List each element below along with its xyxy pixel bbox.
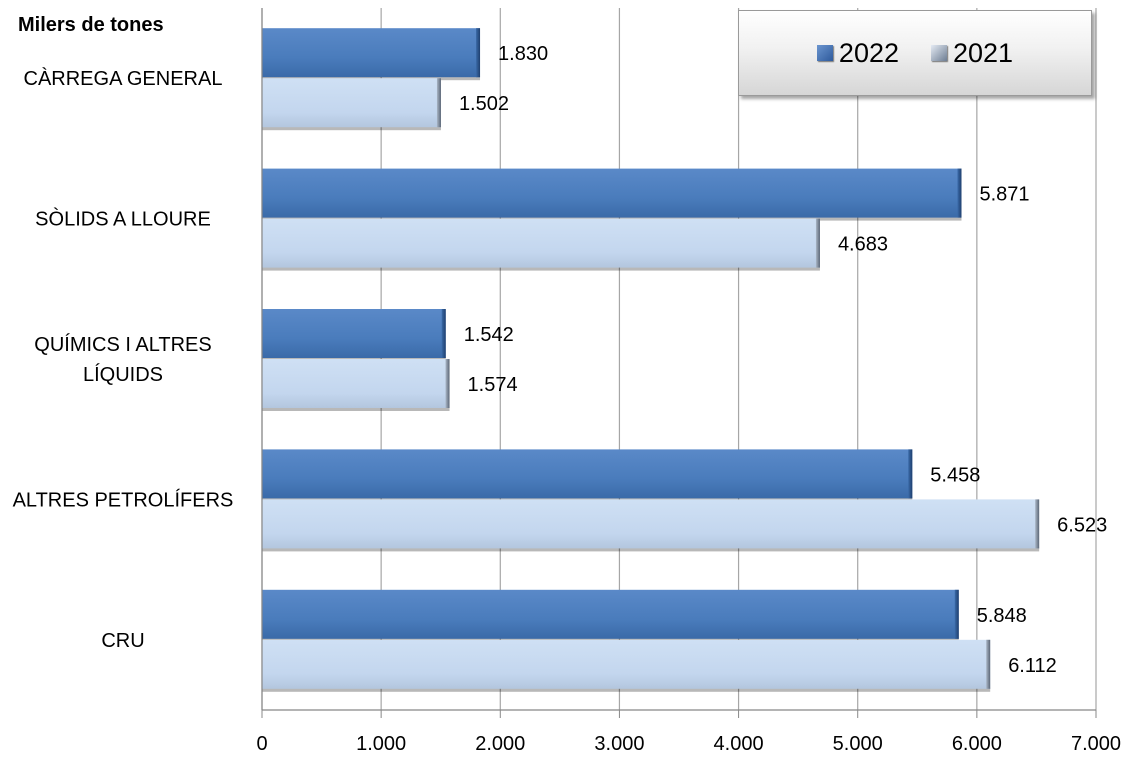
legend-label-2021: 2021	[953, 37, 1014, 68]
category-labels: CÀRREGA GENERAL SÒLIDS A LLOURE QUÍMICS I …	[13, 67, 234, 652]
bar-cap-2022-1	[957, 168, 962, 218]
x-tick-label-4: 4.000	[714, 733, 764, 755]
value-label-2021-4: 6.112	[1008, 655, 1057, 677]
legend-label-2022: 2022	[838, 37, 899, 68]
value-label-2021-3: 6.523	[1057, 514, 1107, 536]
bar-shadow-2021-1	[262, 266, 820, 271]
bar-2022-3	[262, 449, 913, 499]
x-tick-label-3: 3.000	[594, 733, 644, 755]
x-tick-label-6: 6.000	[952, 733, 1002, 755]
category-label-1: SÒLIDS A LLOURE	[35, 208, 211, 231]
bar-2022-0	[262, 28, 481, 78]
category-label-2-line-0: QUÍMICS I ALTRES	[34, 333, 211, 356]
category-label-4: CRU	[101, 630, 144, 652]
bar-cap-2021-0	[436, 78, 441, 128]
legend: 2022 2021	[738, 10, 1092, 96]
bar-2021-3	[262, 499, 1040, 549]
category-label-2-line-1: LÍQUIDS	[83, 363, 163, 386]
bar-2021-4	[262, 639, 991, 689]
legend-swatch-2021	[931, 45, 947, 61]
bar-shadow-2021-4	[262, 687, 991, 692]
x-tick-label-2: 2.000	[475, 733, 525, 755]
legend-swatch-2022	[816, 45, 833, 61]
bar-cap-2021-1	[815, 218, 820, 268]
bar-cap-2022-4	[954, 589, 959, 639]
legend-item-2022: 2022	[816, 37, 899, 69]
x-tick-label-0: 0	[256, 733, 267, 755]
value-label-2022-2: 1.542	[464, 324, 514, 346]
bar-shadow-2021-0	[262, 126, 441, 131]
bar-cap-2022-3	[908, 449, 913, 499]
legend-item-2021: 2021	[931, 38, 1013, 69]
value-label-2022-1: 5.871	[979, 184, 1029, 206]
value-label-2021-1: 4.683	[838, 234, 888, 256]
value-labels: 1.830 1.502 5.871 4.683 1.542 1.574 5.458 6.523…	[459, 43, 1107, 677]
bar-shadow-2021-2	[262, 407, 450, 411]
category-label-3: ALTRES PETROLÍFERS	[13, 488, 234, 511]
bar-2022-1	[262, 168, 962, 218]
value-label-2021-2: 1.574	[468, 374, 518, 396]
bar-cap-2021-4	[986, 639, 991, 689]
x-tick-label-5: 5.000	[833, 733, 883, 755]
bar-2021-2	[262, 359, 450, 408]
bar-2022-2	[262, 309, 446, 358]
value-label-2021-0: 1.502	[459, 93, 509, 115]
value-label-2022-3: 5.458	[930, 464, 980, 486]
bar-cap-2022-0	[476, 28, 481, 78]
x-tick-label-1: 1.000	[356, 733, 406, 755]
category-label-0: CÀRREGA GENERAL	[24, 67, 223, 90]
bars	[262, 28, 1040, 692]
value-label-2022-0: 1.830	[498, 43, 548, 65]
x-tick-label-7: 7.000	[1071, 733, 1121, 755]
unit-label: Milers de tones	[18, 14, 164, 36]
value-label-2022-4: 5.848	[977, 605, 1027, 627]
bar-2021-1	[262, 218, 820, 268]
bar-2022-4	[262, 589, 959, 639]
x-axis: 0 1.000 2.000 3.000 4.000 5.000 6.000 7.000	[256, 8, 1121, 755]
bar-cap-2021-2	[445, 359, 450, 408]
bar-2021-0	[262, 78, 441, 128]
bar-cap-2021-3	[1035, 499, 1040, 549]
bar-cap-2022-2	[441, 309, 446, 358]
bar-shadow-2021-3	[262, 547, 1040, 552]
